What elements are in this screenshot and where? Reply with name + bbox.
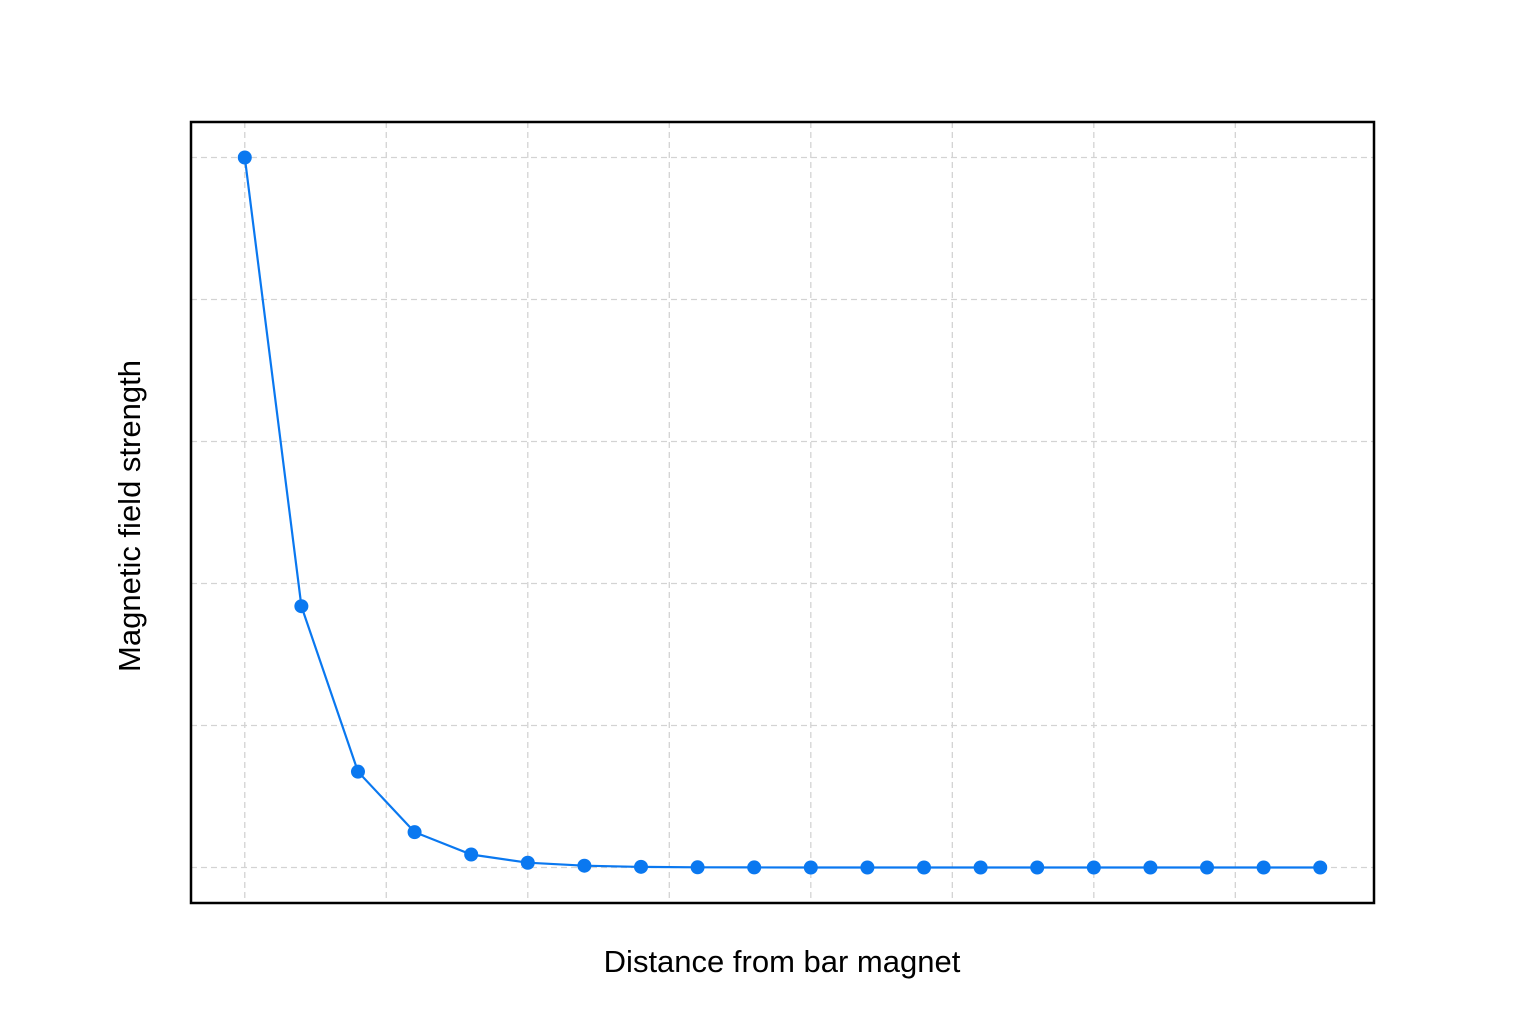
data-point	[973, 860, 988, 875]
series-line	[243, 157, 1321, 869]
data-point	[577, 858, 592, 873]
data-point	[1143, 860, 1158, 875]
data-point	[917, 860, 932, 875]
data-point	[350, 764, 365, 779]
grid	[191, 122, 1374, 903]
data-point	[1200, 860, 1215, 875]
data-point	[1313, 860, 1328, 875]
data-point	[237, 150, 252, 165]
data-point	[1030, 860, 1045, 875]
data-point	[407, 825, 422, 840]
x-axis-label: Distance from bar magnet	[604, 944, 961, 979]
data-point	[520, 855, 535, 870]
data-point	[294, 599, 309, 614]
data-point	[633, 859, 648, 874]
data-point	[747, 860, 762, 875]
series-layer	[237, 150, 1328, 875]
data-point	[1086, 860, 1101, 875]
plot-frame	[189, 120, 1376, 905]
data-point	[860, 860, 875, 875]
data-point	[803, 860, 818, 875]
y-axis-label: Magnetic field strength	[112, 360, 147, 672]
data-point	[690, 860, 705, 875]
data-point	[464, 847, 479, 862]
data-point	[1256, 860, 1271, 875]
